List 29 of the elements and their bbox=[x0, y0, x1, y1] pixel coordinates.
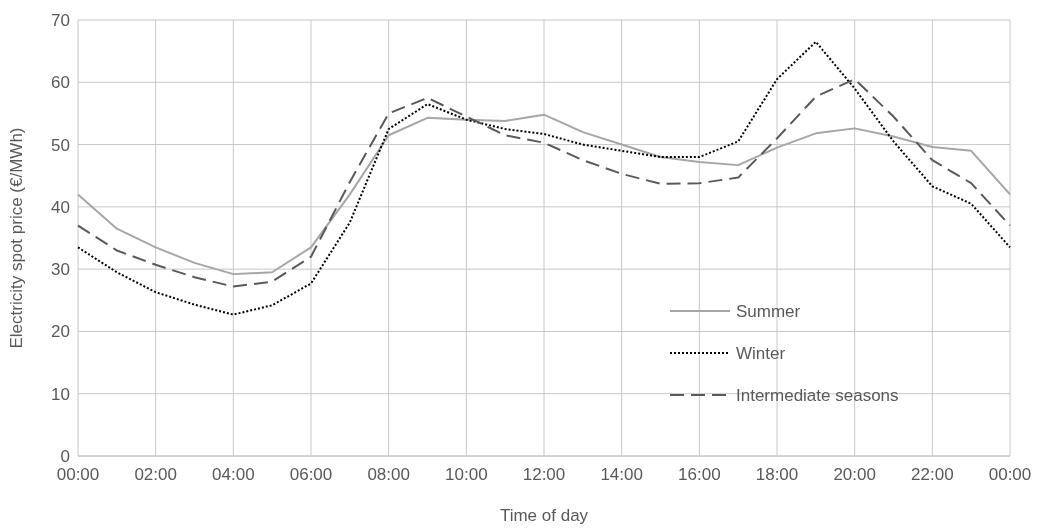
y-tick-label: 40 bbox=[51, 197, 70, 217]
y-tick-label: 50 bbox=[51, 135, 70, 155]
x-tick-label: 20:00 bbox=[833, 465, 876, 484]
x-tick-label: 12:00 bbox=[522, 465, 566, 484]
legend-label: Intermediate seasons bbox=[736, 385, 899, 405]
x-tick-label: 18:00 bbox=[755, 465, 799, 484]
x-tick-label: 16:00 bbox=[678, 465, 721, 484]
x-tick-label: 14:00 bbox=[600, 465, 643, 484]
y-axis-title: Electricity spot price (€/MWh) bbox=[7, 127, 26, 349]
x-tick-label: 00:00 bbox=[56, 465, 100, 484]
legend-label: Summer bbox=[736, 301, 801, 321]
y-tick-label: 0 bbox=[60, 446, 70, 466]
x-tick-label: 08:00 bbox=[367, 465, 410, 484]
line-series bbox=[77, 113, 1011, 276]
x-tick-label: 04:00 bbox=[212, 465, 255, 484]
y-tick-label: 60 bbox=[51, 73, 70, 93]
x-tick-label: 02:00 bbox=[134, 465, 177, 484]
y-tick-label: 10 bbox=[51, 384, 70, 404]
y-tick-label: 20 bbox=[51, 322, 70, 342]
x-tick-label: 06:00 bbox=[289, 465, 333, 484]
y-tick-label: 30 bbox=[51, 260, 70, 280]
line-series bbox=[77, 40, 1011, 316]
legend-label: Winter bbox=[736, 343, 786, 363]
x-axis-title: Time of day bbox=[499, 506, 589, 525]
y-tick-label: 70 bbox=[51, 10, 70, 30]
line-series bbox=[77, 78, 1011, 288]
x-tick-label: 00:00 bbox=[988, 465, 1032, 484]
x-tick-label: 22:00 bbox=[911, 465, 954, 484]
x-tick-label: 10:00 bbox=[445, 465, 488, 484]
